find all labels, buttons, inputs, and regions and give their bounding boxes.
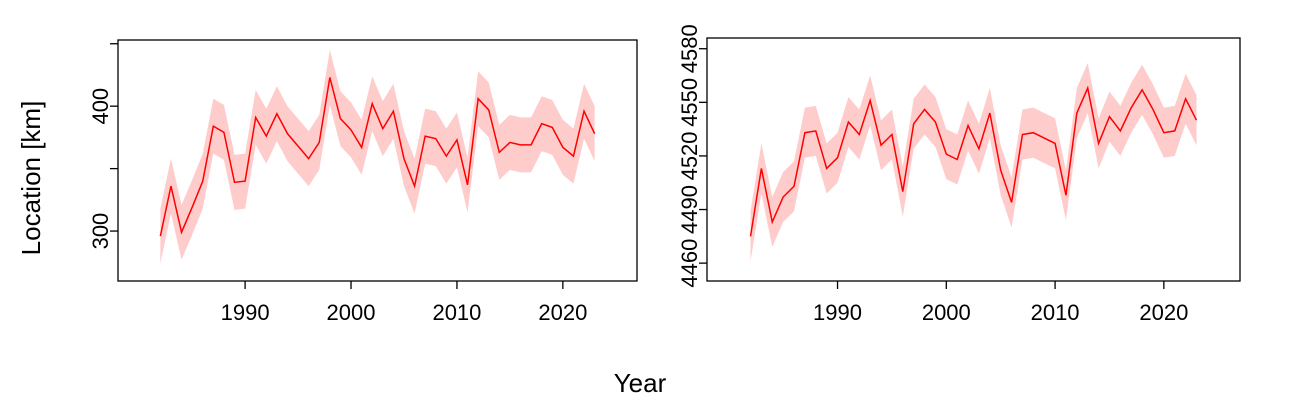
confidence-band: [160, 49, 595, 264]
y-axis-label: Location [km]: [16, 101, 46, 256]
y-tick-label: 400: [88, 88, 113, 125]
x-axis-label: Year: [614, 368, 667, 398]
x-tick-label: 1990: [813, 300, 862, 325]
y-tick-label: 4520: [677, 131, 702, 180]
x-tick-label: 2010: [1031, 300, 1080, 325]
y-tick-label: 4550: [677, 78, 702, 127]
x-tick-label: 2000: [922, 300, 971, 325]
x-tick-label: 2020: [538, 300, 587, 325]
y-tick-label: 300: [88, 213, 113, 250]
line: [159, 77, 596, 237]
confidence-band: [750, 63, 1197, 262]
x-tick-label: 2010: [432, 300, 481, 325]
y-tick-label: 4490: [677, 185, 702, 234]
x-tick-label: 2000: [327, 300, 376, 325]
plot-frame: [117, 39, 638, 282]
plot-frame: [706, 37, 1241, 282]
y-tick-label: 4460: [677, 239, 702, 288]
y-tick-label: 4580: [677, 24, 702, 73]
x-tick-label: 1990: [221, 300, 270, 325]
x-tick-label: 2020: [1139, 300, 1188, 325]
line: [749, 85, 1198, 237]
